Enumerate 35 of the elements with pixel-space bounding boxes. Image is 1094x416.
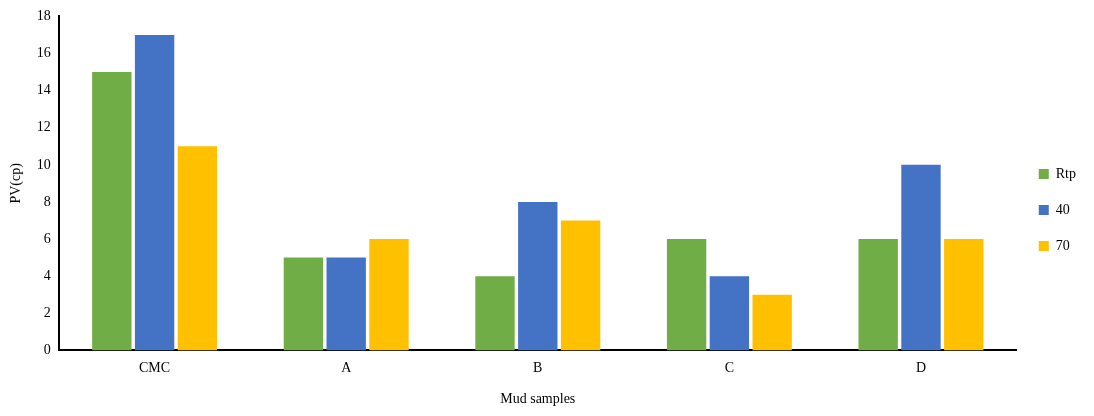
x-tick-label: CMC [139, 360, 171, 376]
y-tick-label: 10 [36, 156, 51, 172]
legend-label: 70 [1055, 237, 1070, 253]
bar [944, 239, 984, 351]
bar [177, 146, 218, 351]
y-tick-label: 8 [43, 193, 51, 209]
y-tick-label: 6 [43, 230, 51, 246]
bar [134, 34, 175, 351]
y-tick-label: 14 [36, 82, 51, 98]
y-tick-label: 0 [43, 342, 51, 358]
y-tick-label: 2 [43, 304, 51, 320]
x-tick-label: A [341, 360, 353, 376]
bar [752, 294, 792, 351]
x-axis-title: Mud samples [500, 391, 576, 407]
bar [560, 220, 601, 351]
bar [369, 239, 409, 351]
x-tick-label: C [724, 360, 735, 376]
bar [92, 72, 132, 351]
y-tick-label: 12 [36, 119, 51, 135]
bar [475, 276, 515, 351]
y-tick-label: 4 [43, 267, 51, 283]
y-axis-title: PV(cp) [8, 162, 25, 204]
x-tick-label: D [915, 360, 927, 376]
y-tick-label: 18 [36, 8, 51, 24]
bar [901, 164, 941, 351]
x-tick-label: B [533, 360, 543, 376]
legend-label: 40 [1055, 201, 1070, 217]
legend-label: Rtp [1055, 165, 1077, 181]
bar [326, 257, 366, 351]
bar [858, 239, 898, 351]
bar [283, 257, 324, 351]
bar [666, 239, 707, 351]
bar [518, 201, 558, 351]
bar [709, 276, 750, 351]
y-tick-label: 16 [36, 45, 51, 61]
